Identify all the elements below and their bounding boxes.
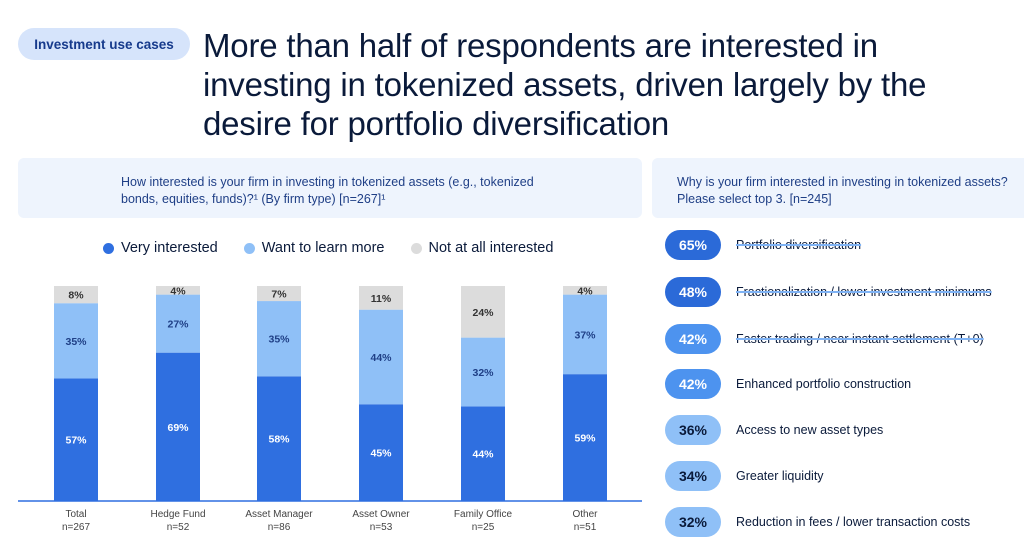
category-label: Total [65,509,86,520]
section-tag: Investment use cases [18,28,190,60]
legend-item-not: Not at all interested [410,240,554,256]
legend-swatch-learn [243,242,255,254]
bar-value-label: 7% [271,289,287,301]
legend-item-learn: Want to learn more [243,240,385,256]
category-n-label: n=51 [574,522,597,533]
reason-percent: 42% [665,324,721,354]
bar-value-label: 37% [574,329,596,341]
reason-row: 42% Enhanced portfolio construction [665,369,911,399]
legend-label-learn: Want to learn more [261,240,385,256]
bar-value-label: 27% [167,319,189,331]
bar-value-label: 59% [574,433,596,445]
bar-segment [359,286,403,310]
bar-segment [359,309,403,405]
bar-value-label: 35% [65,336,87,348]
bar-segment [156,352,200,501]
bar-value-label: 24% [472,307,494,319]
bar-value-label: 4% [170,285,186,297]
category-label: Family Office [454,509,513,520]
legend-item-very: Very interested [103,240,218,256]
reason-row: 36% Access to new asset types [665,415,883,445]
bar-segment [156,286,200,295]
reason-row: 42% Faster trading / near instant settle… [665,324,984,354]
reason-row: 65% Portfolio diversification [665,230,861,260]
bar-value-label: 8% [68,290,84,302]
right-question-box: Why is your firm interested in investing… [652,158,1024,218]
reason-label: Reduction in fees / lower transaction co… [736,515,971,529]
category-n-label: n=53 [370,522,393,533]
bar-segment [563,294,607,375]
bar-value-label: 35% [268,334,290,346]
reason-percent: 36% [665,415,721,445]
reason-label: Greater liquidity [736,469,824,483]
reason-row: 34% Greater liquidity [665,461,824,491]
bar-segment [156,294,200,353]
category-label: Asset Manager [245,509,313,520]
bar-value-label: 45% [370,448,392,460]
reason-label: Enhanced portfolio construction [736,377,912,391]
bar-segment [257,376,301,501]
bar-segment [54,286,98,304]
bar-value-label: 44% [370,352,392,364]
category-label: Other [572,509,598,520]
reason-label: Access to new asset types [736,423,884,437]
bar-segment [359,404,403,501]
chart-legend: Very interested Want to learn more Not a… [103,240,553,256]
category-label: Asset Owner [352,509,410,520]
reason-label: Fractionalization / lower investment min… [736,285,992,299]
bar-segment [54,303,98,379]
reason-label: Portfolio diversification [736,238,862,252]
left-question-box: How interested is your firm in investing… [18,158,642,218]
category-n-label: n=267 [62,522,91,533]
bar-value-label: 44% [472,449,494,461]
reason-percent: 65% [665,230,721,260]
bar-value-label: 58% [268,434,290,446]
bar-segment [257,301,301,377]
bar-value-label: 4% [577,285,593,297]
bar-value-label: 32% [472,367,494,379]
stacked-bar-chart: 57% 35% 8% Total n=267 69% 27% 4% Hedge Fund n=52… [18,285,642,533]
bar-segment [461,337,505,407]
reason-label: Faster trading / near instant settlement… [736,332,984,346]
category-n-label: n=52 [167,522,190,533]
legend-label-very: Very interested [121,240,218,256]
legend-swatch-not [410,242,422,254]
bar-segment [563,286,607,295]
bar-segment [461,406,505,501]
bar-segment [461,286,505,338]
reason-percent: 32% [665,507,721,537]
bar-segment [563,374,607,501]
reason-row: 48% Fractionalization / lower investment… [665,277,992,307]
page-title: More than half of respondents are intere… [203,27,927,142]
category-n-label: n=25 [472,522,495,533]
bar-value-label: 69% [167,422,189,434]
reason-percent: 34% [665,461,721,491]
bar-value-label: 11% [371,293,392,305]
reason-percent: 48% [665,277,721,307]
reason-percent: 42% [665,369,721,399]
left-question-text: How interested is your firm in investing… [121,175,534,206]
category-n-label: n=86 [268,522,291,533]
reason-row: 32% Reduction in fees / lower transactio… [665,507,970,537]
category-label: Hedge Fund [150,509,205,520]
legend-swatch-very [103,242,114,254]
right-question-text: Why is your firm interested in investing… [677,175,1008,206]
legend-label-not: Not at all interested [428,240,554,256]
bar-segment [54,378,98,501]
bar-value-label: 57% [65,435,87,447]
bar-segment [257,286,301,302]
